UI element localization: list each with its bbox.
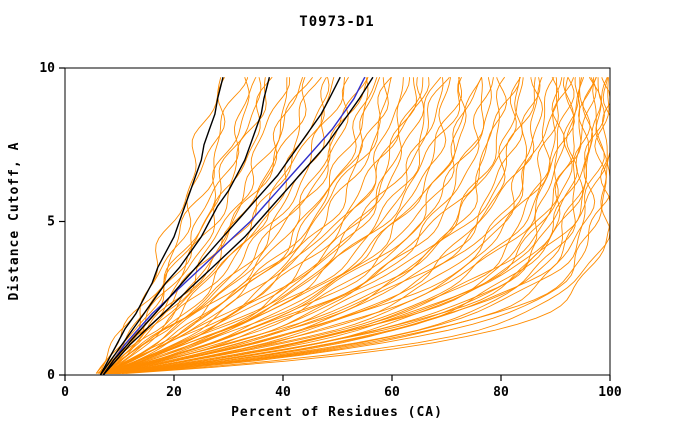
prediction-curve [121,77,610,374]
x-tick-label: 40 [275,385,291,400]
prediction-curve [109,76,543,374]
prediction-curve [105,76,322,374]
prediction-curve [99,77,346,374]
chart-title: T0973-D1 [299,14,374,30]
prediction-curve [101,77,430,374]
prediction-curve [116,76,597,374]
prediction-curve [95,77,249,374]
prediction-curve [97,77,307,374]
reference-curve-line [102,76,366,375]
prediction-curve [105,77,492,374]
highlighted-curve-line [102,76,374,375]
prediction-curve [108,77,541,374]
y-axis-label: Distance Cutoff, A [7,142,22,301]
prediction-curve [107,77,425,374]
y-tick-label: 5 [47,215,55,230]
prediction-curve [104,77,304,374]
prediction-curve [103,76,450,374]
reference-curve [102,76,366,375]
prediction-curve [101,77,369,374]
prediction-curve [113,77,583,374]
prediction-curve [101,77,424,374]
prediction-curve [97,76,273,374]
prediction-curve [113,77,585,374]
prediction-curve [104,77,378,374]
prediction-curve [98,77,222,374]
highlighted-curves [99,76,374,375]
prediction-curve [109,77,582,374]
prediction-curve [115,77,605,374]
highlighted-curve-line [102,76,341,375]
prediction-curve [95,77,262,374]
prediction-curve [105,77,507,374]
prediction-curve [108,77,381,374]
x-tick-label: 80 [493,385,509,400]
prediction-curve [122,77,610,374]
prediction-curve [108,76,521,374]
prediction-curve [104,76,482,374]
axis-ticks [59,67,611,381]
prediction-curve [101,76,313,374]
prediction-curve [100,77,369,374]
x-tick-label: 20 [166,385,182,400]
y-tick-label: 10 [39,61,55,76]
prediction-curve [114,77,566,374]
prediction-curve [116,76,605,374]
prediction-curve [98,76,257,374]
prediction-curve [107,77,494,374]
x-tick-label: 60 [384,385,400,400]
prediction-curve [103,76,327,374]
prediction-curve [107,76,560,374]
prediction-curve [99,77,389,374]
prediction-curve [125,77,610,374]
prediction-curve [100,77,417,374]
prediction-curve [106,77,461,374]
prediction-curves [95,76,610,374]
prediction-curve [104,77,521,374]
prediction-curve [104,76,442,374]
prediction-curve [108,76,392,374]
x-axis-label: Percent of Residues (CA) [231,405,443,420]
prediction-curve [110,77,575,374]
prediction-curve [115,76,555,374]
prediction-curve [101,77,330,374]
prediction-curve [106,77,536,374]
axis-tick-labels: 0 20 40 60 80 100 0 5 10 [39,61,622,400]
prediction-curve [106,77,444,374]
prediction-curve [110,77,523,374]
highlighted-curve-line [99,77,271,375]
y-tick-label: 0 [47,368,55,383]
x-tick-label: 100 [598,385,622,400]
prediction-curve [105,76,467,374]
prediction-curve [112,77,574,374]
prediction-curve [103,77,392,374]
highlighted-curve-line [99,77,224,375]
x-tick-label: 0 [61,385,69,400]
